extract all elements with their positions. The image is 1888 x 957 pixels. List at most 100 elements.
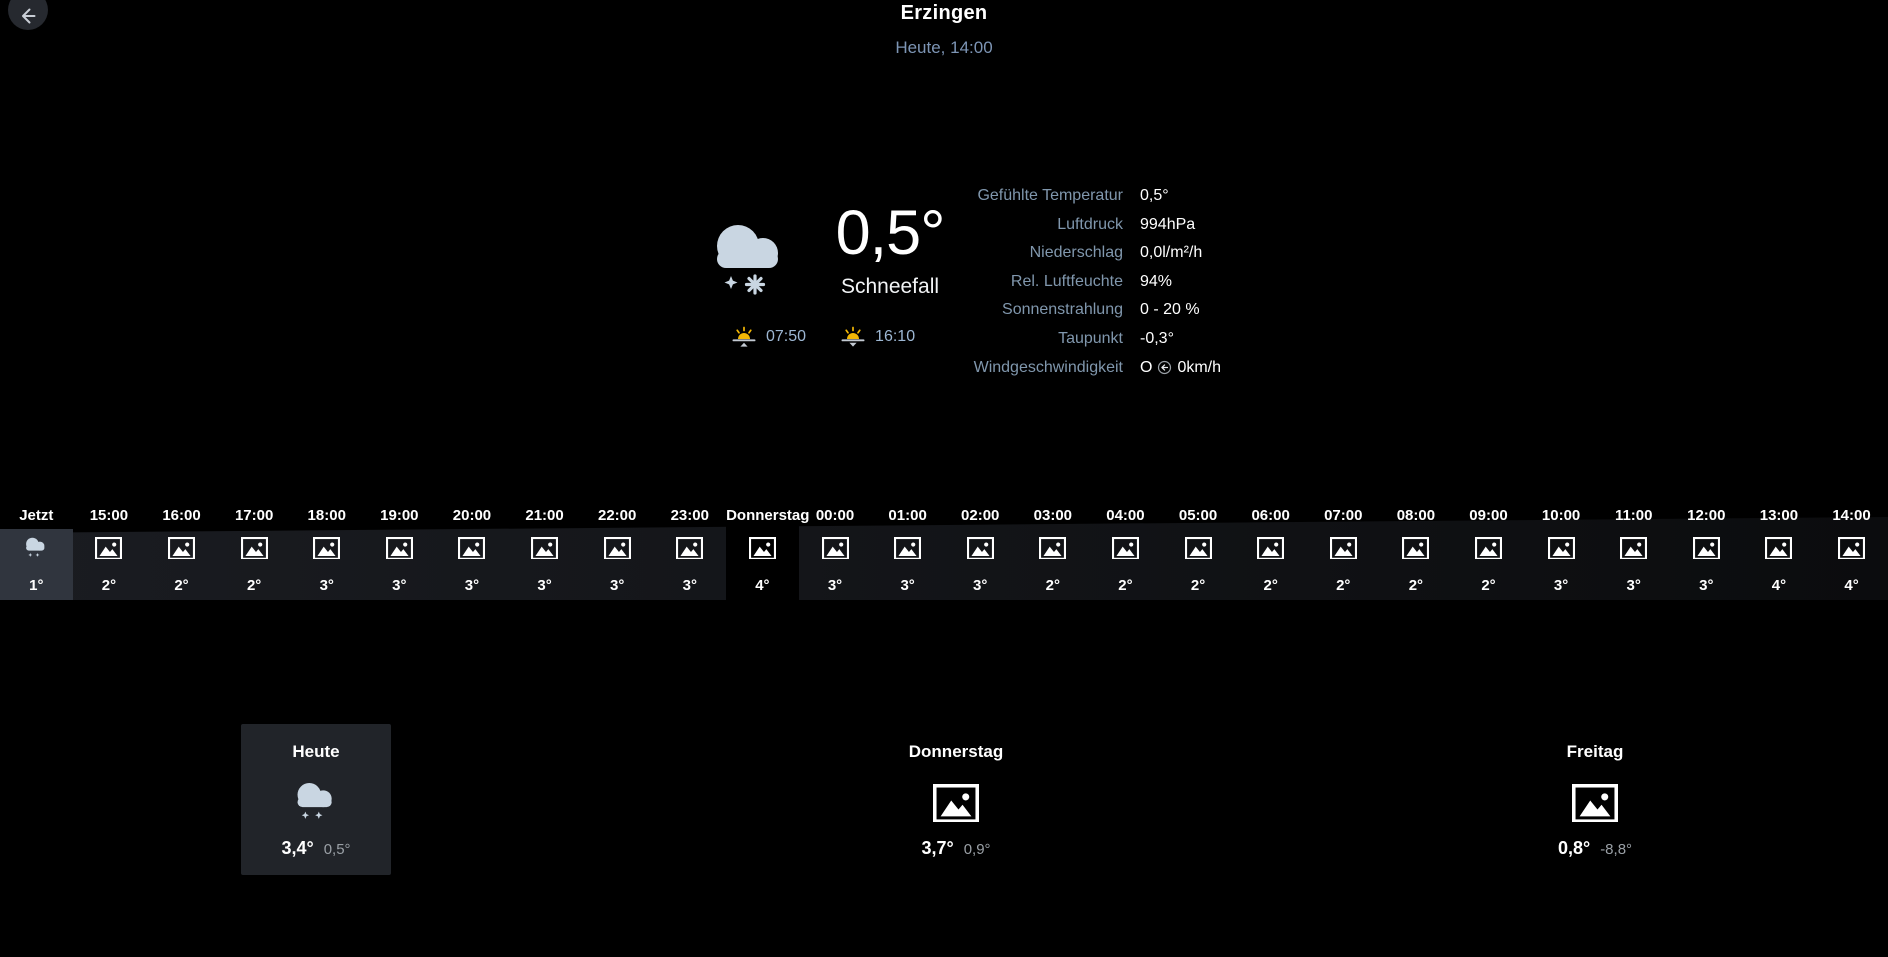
current-condition: Schneefall (840, 275, 940, 299)
weather-details-panel: Gefühlte Temperatur 0,5° Luftdruck 994hPa Ni… (890, 186, 1350, 377)
hour-cell-01-00[interactable]: 01:00 3° (871, 505, 944, 600)
hour-cell-02-00[interactable]: 02:00 3° (944, 505, 1017, 600)
hour-temp-label: 2° (174, 577, 189, 594)
day-name: Freitag (1566, 742, 1624, 761)
hour-temp-label: 3° (464, 577, 480, 594)
hour-time-label: Donnerstag (726, 507, 810, 524)
placeholder-icon (1743, 535, 1816, 561)
hour-temp-label: 3° (392, 577, 407, 594)
hour-cell-08-00[interactable]: 08:00 2° (1380, 505, 1453, 600)
placeholder-icon (1234, 535, 1307, 561)
detail-value: 94% (1140, 272, 1350, 291)
sunset-icon (840, 326, 866, 348)
placeholder-icon (581, 535, 654, 561)
snow-cloud-icon (0, 535, 73, 561)
hour-cell-15-00[interactable]: 15:00 2° (73, 505, 146, 600)
placeholder-icon (1380, 535, 1453, 561)
hour-time-label: 02:00 (961, 507, 1000, 524)
detail-value-text: 0 - 20 % (1140, 301, 1200, 319)
hour-cell-13-00[interactable]: 13:00 4° (1743, 505, 1816, 600)
day-card-donnerstag[interactable]: Donnerstag 3,7° 0,9° (881, 724, 1031, 875)
hour-cell-21-00[interactable]: 21:00 3° (508, 505, 581, 600)
hour-time-label: Jetzt (19, 507, 54, 524)
hour-temp-label: 2° (1481, 577, 1496, 594)
placeholder-icon (1525, 535, 1598, 561)
day-card-heute[interactable]: Heute 3,4° 0,5° (241, 724, 391, 875)
day-high-temp: 3,7° (921, 838, 954, 858)
day-temps: 3,4° 0,5° (281, 838, 350, 859)
hour-cell-03-00[interactable]: 03:00 2° (1017, 505, 1090, 600)
hour-time-label: 23:00 (670, 507, 709, 524)
hour-cell-17-00[interactable]: 17:00 2° (218, 505, 291, 600)
detail-label: Gefühlte Temperatur (977, 187, 1123, 204)
hour-cell-22-00[interactable]: 22:00 3° (581, 505, 654, 600)
sun-times: 07:50 16:10 (731, 326, 915, 348)
day-low-temp: 0,5° (323, 841, 351, 858)
hour-time-label: 21:00 (525, 507, 564, 524)
hour-cell-19-00[interactable]: 19:00 3° (363, 505, 436, 600)
detail-value: O 0km/h (1140, 358, 1350, 377)
hour-cell-07-00[interactable]: 07:00 2° (1307, 505, 1380, 600)
hour-cell-jetzt[interactable]: Jetzt 1° (0, 505, 73, 600)
hour-cell-14-00[interactable]: 14:00 4° (1815, 505, 1888, 600)
placeholder-icon (933, 774, 979, 832)
detail-label: Rel. Luftfeuchte (1010, 272, 1123, 290)
hour-temp-label: 3° (973, 577, 988, 594)
hour-time-label: 10:00 (1541, 507, 1581, 524)
hour-cell-06-00[interactable]: 06:00 2° (1234, 505, 1307, 600)
placeholder-icon (1452, 535, 1525, 561)
sunrise-time: 07:50 (766, 328, 807, 345)
hour-temp-label: 3° (1626, 577, 1641, 594)
hour-time-label: 22:00 (597, 507, 637, 524)
hour-cell-09-00[interactable]: 09:00 2° (1452, 505, 1525, 600)
day-high-temp: 3,4° (281, 838, 314, 858)
hour-time-label: 04:00 (1106, 507, 1145, 524)
placeholder-icon (726, 535, 799, 561)
hour-cell-donnerstag[interactable]: Donnerstag 4° (726, 505, 810, 600)
hour-temp-label: 3° (682, 577, 697, 594)
hourly-row: Jetzt 1° 15:00 2° 16:00 2° 17:00 2° 18:00 3°… (0, 505, 1888, 600)
hour-cell-18-00[interactable]: 18:00 3° (290, 505, 363, 600)
placeholder-icon (290, 535, 363, 561)
hour-temp-label: 4° (755, 577, 770, 594)
hour-temp-label: 2° (1190, 577, 1206, 594)
arrow-left-icon (18, 6, 38, 26)
placeholder-icon (653, 535, 726, 561)
placeholder-icon (508, 535, 581, 561)
hour-time-label: 01:00 (888, 507, 927, 524)
back-button[interactable] (8, 0, 48, 30)
placeholder-icon (1815, 535, 1888, 561)
current-conditions: 0,5° Schneefall (815, 200, 965, 299)
wind-direction-left-icon (1157, 360, 1172, 375)
placeholder-icon (1089, 535, 1162, 561)
hour-cell-12-00[interactable]: 12:00 3° (1670, 505, 1743, 600)
hour-cell-20-00[interactable]: 20:00 3° (436, 505, 509, 600)
detail-label: Sonnenstrahlung (1002, 301, 1123, 319)
day-low-temp: -8,8° (1600, 841, 1633, 858)
detail-value-text: 994hPa (1140, 215, 1196, 233)
hour-time-label: 18:00 (307, 507, 346, 524)
placeholder-icon (1307, 535, 1380, 561)
hour-temp-label: 4° (1771, 577, 1787, 594)
hour-cell-10-00[interactable]: 10:00 3° (1525, 505, 1598, 600)
hour-time-label: 20:00 (452, 507, 492, 524)
hour-cell-23-00[interactable]: 23:00 3° (653, 505, 726, 600)
hour-time-label: 09:00 (1469, 507, 1508, 524)
hour-cell-11-00[interactable]: 11:00 3° (1597, 505, 1670, 600)
detail-label: Windgeschwindigkeit (973, 358, 1123, 376)
hour-cell-05-00[interactable]: 05:00 2° (1162, 505, 1235, 600)
placeholder-icon (1597, 535, 1670, 561)
sunset-time: 16:10 (875, 328, 916, 345)
hour-cell-00-00[interactable]: 00:00 3° (799, 505, 872, 600)
day-card-freitag[interactable]: Freitag 0,8° -8,8° (1520, 724, 1670, 875)
hour-temp-label: 2° (1336, 577, 1351, 594)
detail-value-text: -0,3° (1140, 329, 1174, 347)
day-low-temp: 0,9° (963, 841, 991, 858)
hour-temp-label: 2° (1263, 577, 1278, 594)
detail-label: Luftdruck (1057, 215, 1123, 233)
detail-value: 0 - 20 % (1140, 300, 1350, 319)
day-high-temp: 0,8° (1557, 838, 1591, 858)
snow-cloud-icon (288, 774, 344, 832)
hour-cell-16-00[interactable]: 16:00 2° (145, 505, 218, 600)
hour-cell-04-00[interactable]: 04:00 2° (1089, 505, 1162, 600)
